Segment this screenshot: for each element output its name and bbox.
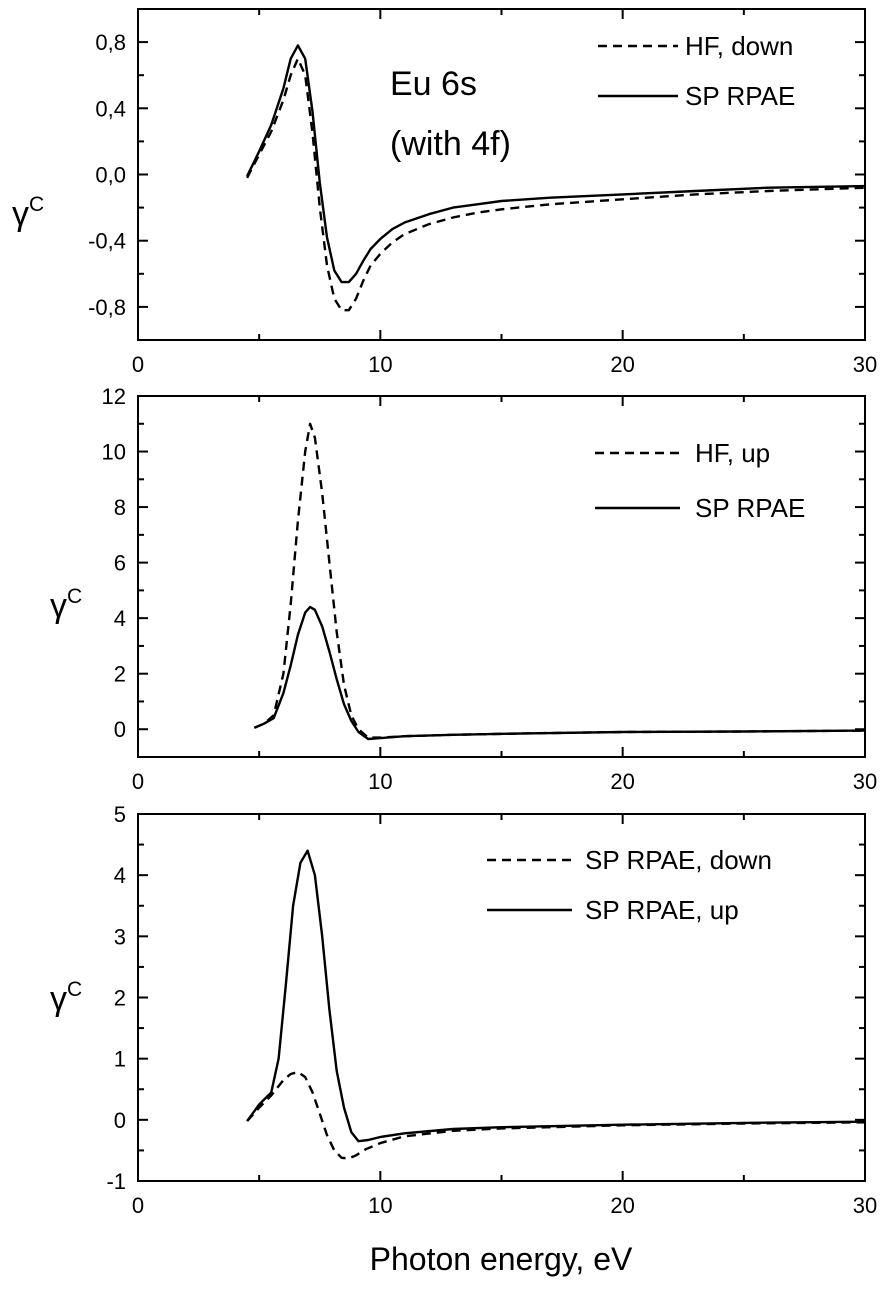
curves: [246, 44, 866, 312]
x-axis-label: Photon energy, eV: [370, 1241, 633, 1277]
y-axis-label-symbol: γ: [12, 195, 29, 233]
y-tick-label: 0,8: [95, 30, 126, 55]
panel-middle: 0 10 20 30 0 2 4 6 8 10 12 HF, up SP RPAE γC: [50, 384, 877, 794]
y-axis-label-superscript: C: [67, 978, 82, 1001]
legend: SP RPAE, down SP RPAE, up: [487, 845, 772, 925]
y-tick-label: 4: [114, 606, 126, 631]
y-axis-label: γC: [12, 193, 44, 233]
y-axis-label-symbol: γ: [50, 587, 67, 625]
axis-ticks: 0 10 20 30 0 2 4 6 8 10 12: [102, 384, 878, 794]
x-tick-label: 10: [368, 352, 392, 377]
y-tick-label: 2: [114, 662, 126, 687]
legend-label: SP RPAE, up: [585, 895, 739, 925]
x-tick-label: 30: [853, 1193, 877, 1218]
y-tick-label: 12: [102, 384, 126, 409]
y-tick-label: 1: [114, 1047, 126, 1072]
y-tick-label: 0: [114, 1108, 126, 1133]
y-axis-label-symbol: γ: [50, 980, 67, 1018]
legend: HF, up SP RPAE: [595, 438, 805, 523]
y-tick-label: -0,4: [88, 229, 126, 254]
y-axis-label: γC: [50, 585, 82, 625]
x-tick-label: 10: [368, 1193, 392, 1218]
y-tick-label: -1: [106, 1169, 126, 1194]
legend-label: SP RPAE: [685, 81, 795, 111]
y-tick-label: 2: [114, 986, 126, 1011]
y-tick-label: 5: [114, 802, 126, 827]
x-tick-label: 30: [853, 352, 877, 377]
x-tick-label: 30: [853, 769, 877, 794]
y-tick-label: -0,8: [88, 295, 126, 320]
series-line-solid: [246, 849, 866, 1143]
series-line-dashed: [253, 422, 866, 739]
legend-label: HF, down: [685, 31, 793, 61]
y-axis-label-superscript: C: [29, 193, 44, 216]
x-tick-label: 20: [610, 1193, 634, 1218]
legend: HF, down SP RPAE: [598, 31, 795, 111]
x-tick-label: 0: [132, 1193, 144, 1218]
axis-ticks: 0 10 20 30 -0,8 -0,4 0,0 0,4 0,8: [88, 8, 877, 377]
x-tick-label: 10: [368, 769, 392, 794]
panel-top: 0 10 20 30 -0,8 -0,4 0,0 0,4 0,8 HF, down SP RPAE…: [12, 8, 877, 377]
y-tick-label: 8: [114, 495, 126, 520]
annotation-line-2: (with 4f): [390, 125, 511, 163]
series-line-solid: [246, 44, 866, 284]
x-tick-label: 0: [132, 769, 144, 794]
y-axis-label: γC: [50, 978, 82, 1018]
y-tick-label: 4: [114, 863, 126, 888]
x-tick-label: 0: [132, 352, 144, 377]
annotation-line-1: Eu 6s: [390, 65, 477, 103]
x-tick-label: 20: [610, 352, 634, 377]
curves: [246, 849, 866, 1160]
y-tick-label: 0: [114, 717, 126, 742]
series-line-solid: [253, 605, 866, 741]
y-tick-label: 10: [102, 440, 126, 465]
y-axis-label-superscript: C: [67, 585, 82, 608]
series-line-dashed: [246, 57, 866, 312]
y-tick-label: 6: [114, 551, 126, 576]
legend-label: SP RPAE: [695, 493, 805, 523]
x-tick-label: 20: [610, 769, 634, 794]
y-tick-label: 3: [114, 924, 126, 949]
y-tick-label: 0,4: [95, 96, 126, 121]
legend-label: HF, up: [695, 438, 770, 468]
curves: [253, 422, 866, 741]
y-tick-label: 0,0: [95, 163, 126, 188]
legend-label: SP RPAE, down: [585, 845, 772, 875]
